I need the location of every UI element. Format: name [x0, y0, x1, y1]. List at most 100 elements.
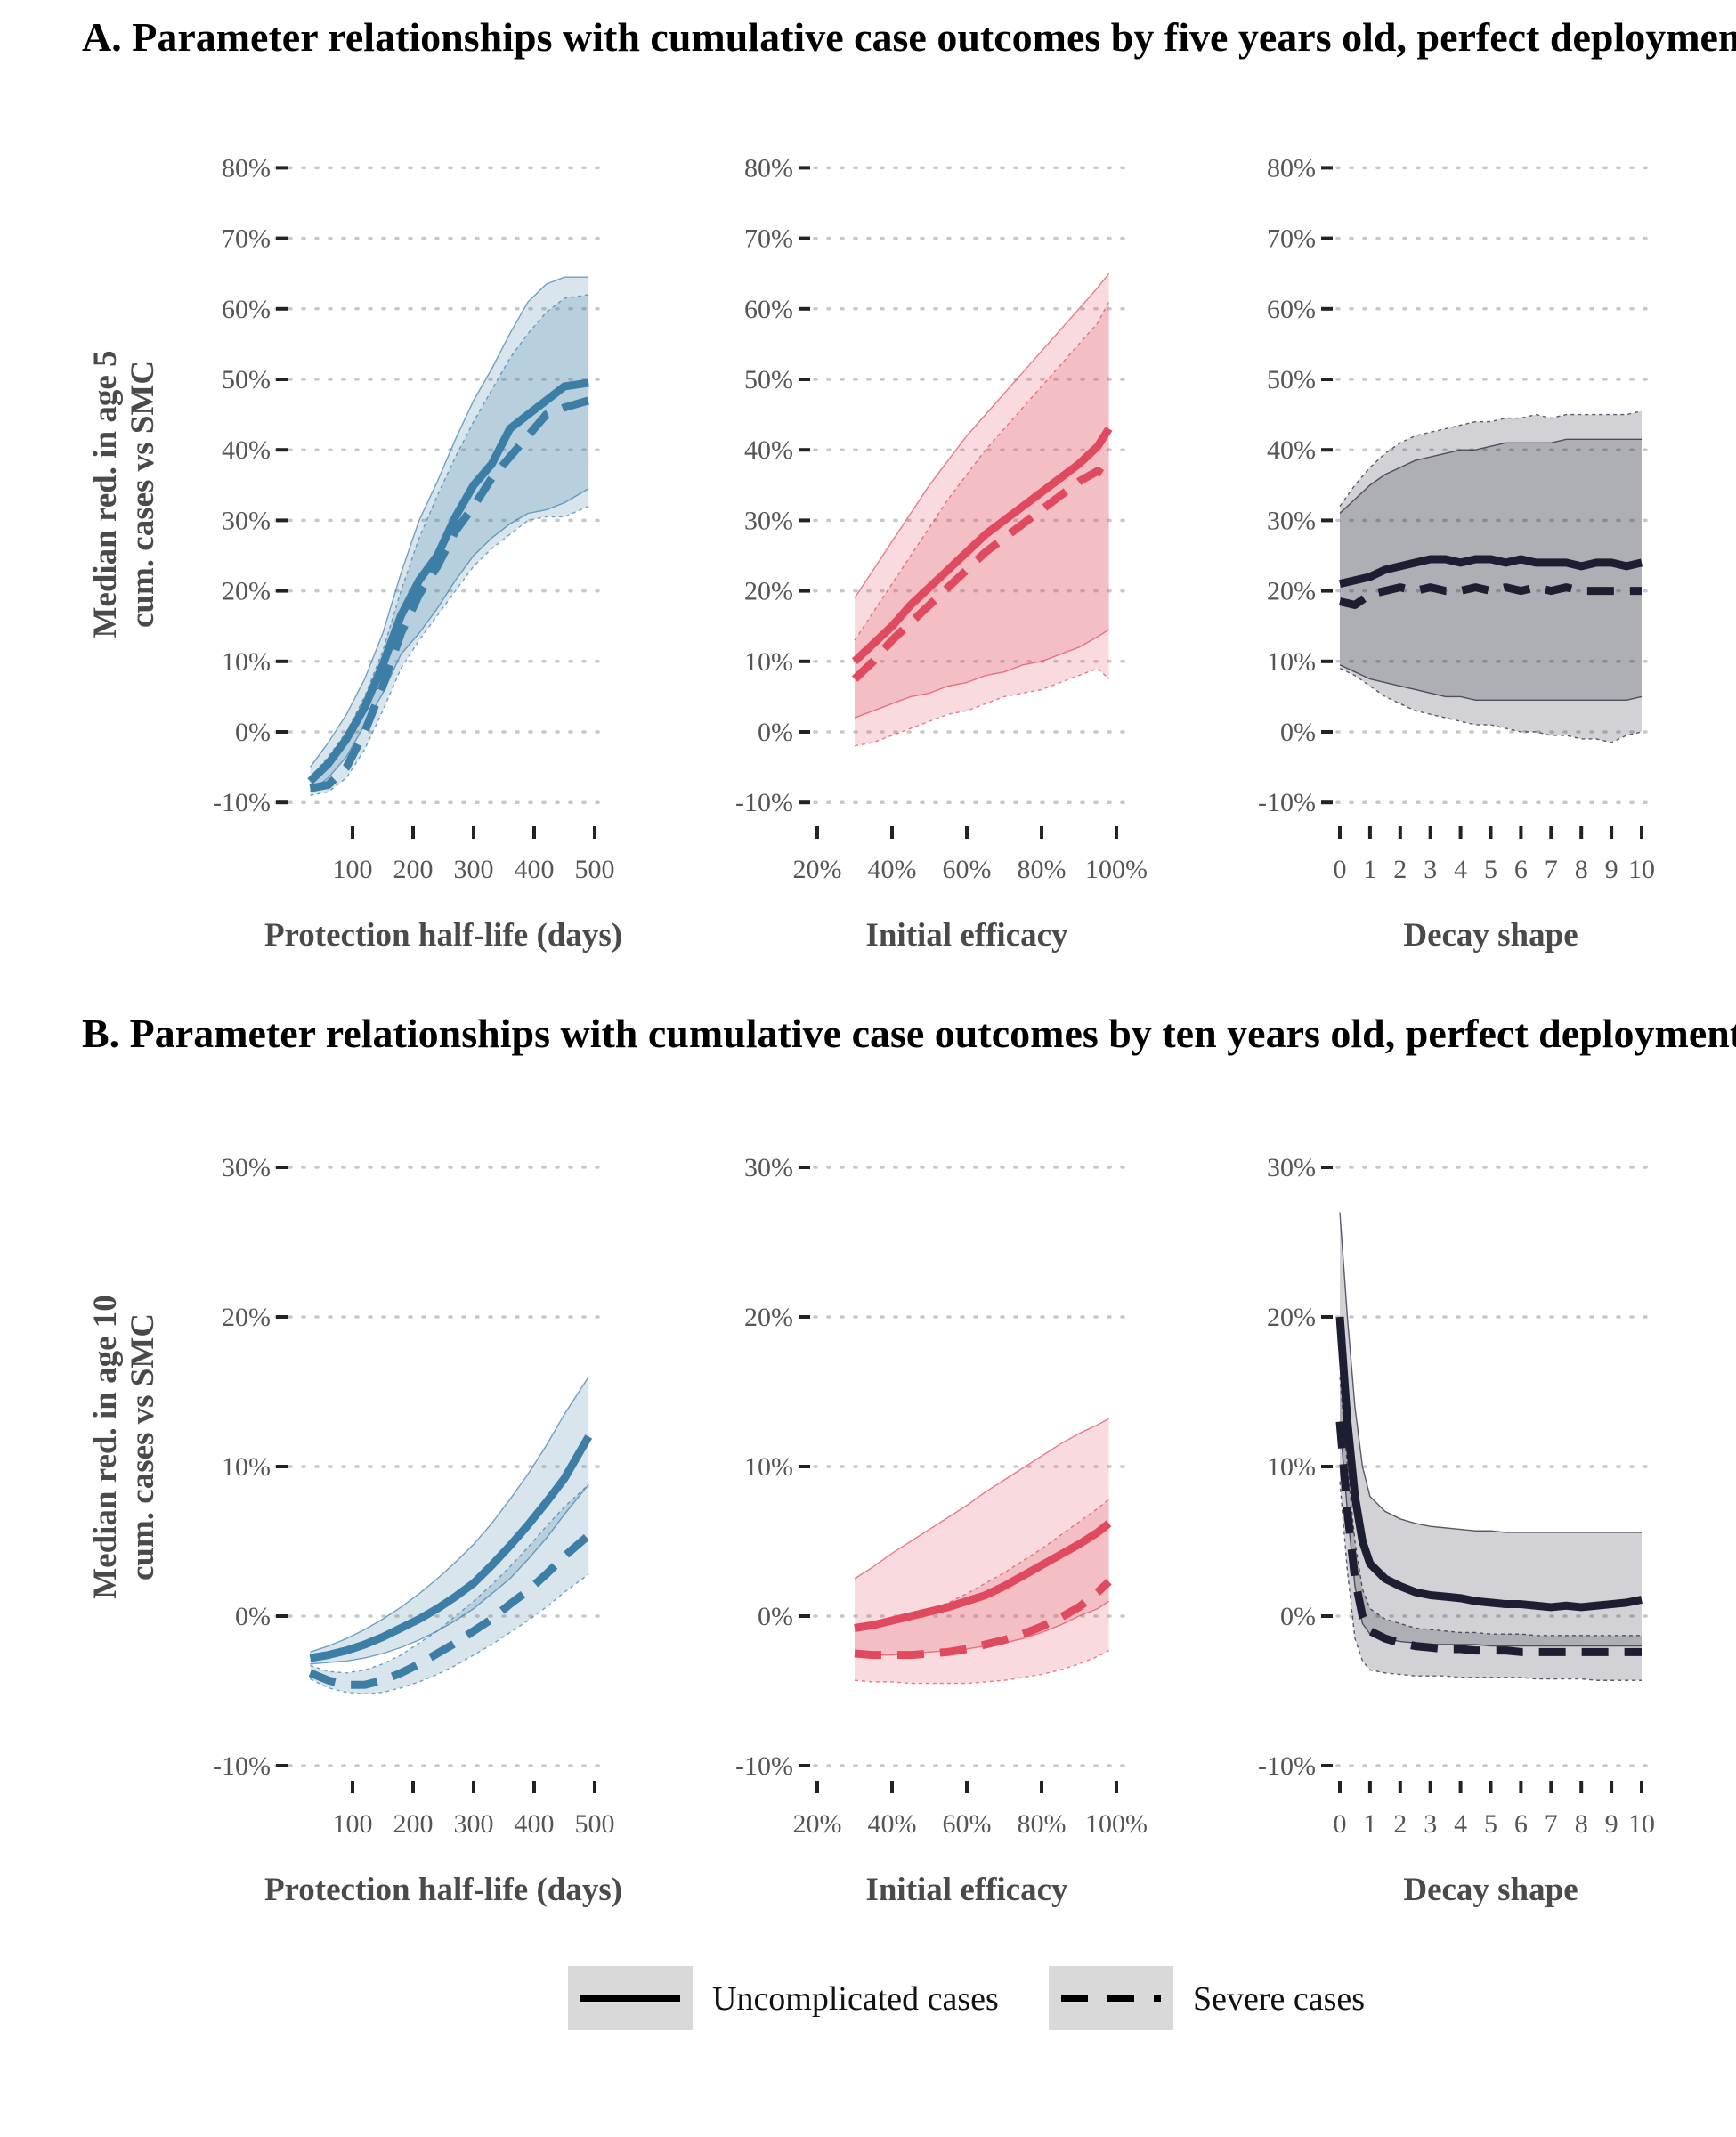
- x-axis-title: Decay shape: [1403, 1872, 1578, 1908]
- band-upper-edge: [854, 1418, 1109, 1580]
- band-lower-edge: [854, 1650, 1109, 1685]
- chart-a2: -10% 0% 10% 20% 30% 40% 50% 60% 70% 80% 20% 40% 60% 8…: [735, 153, 1148, 954]
- x-axis-title: Decay shape: [1403, 917, 1578, 954]
- band-lower-edge: [854, 629, 1109, 719]
- y-tick-label: -10%: [735, 1751, 793, 1781]
- x-tick-label: 300: [454, 1809, 494, 1839]
- panel-b-ylabel-line2: cum. cases vs SMC: [125, 1313, 161, 1580]
- y-tick-label: 20%: [1267, 1303, 1316, 1332]
- x-tick-label: 2: [1393, 855, 1407, 884]
- x-tick-label: 3: [1424, 855, 1437, 884]
- panel-b-y-axis-title: Median red. in age 10 cum. cases vs SMC: [87, 1295, 161, 1599]
- y-tick-label: 30%: [744, 1153, 793, 1182]
- legend-label-severe: Severe cases: [1193, 1980, 1365, 2018]
- median-line-uncomplicated: [854, 1520, 1112, 1632]
- uncertainty-band-severe: [310, 1484, 589, 1694]
- y-tick-label: 20%: [1267, 577, 1316, 606]
- chart-panels: -10%0%10%20%30%40%50%60%70%80%100 200 300 4…: [213, 153, 1655, 1908]
- band-lower-edge: [309, 488, 589, 792]
- median-line-uncomplicated: [851, 427, 1113, 665]
- median-line-severe: [1335, 1421, 1642, 1656]
- y-tick-label: 30%: [222, 506, 271, 535]
- x-axis-title: Initial efficacy: [865, 917, 1068, 954]
- y-tick-label: 40%: [222, 435, 271, 465]
- uncertainty-band-uncomplicated: [855, 1418, 1109, 1655]
- x-tick-label: 3: [1424, 1809, 1437, 1839]
- y-tick-label: 10%: [1267, 1452, 1316, 1482]
- x-tick-label: 200: [393, 1809, 434, 1839]
- x-tick-label: 9: [1605, 1809, 1618, 1839]
- median-line-severe: [851, 467, 1111, 682]
- x-tick-label: 4: [1454, 855, 1467, 884]
- chart-b3: -10% 0% 10% 20% 30% 0 1 2 3 4 5 6 7 8 9 10 Decay shape: [1258, 1153, 1655, 1908]
- band-upper-edge: [1339, 438, 1642, 514]
- median-line-uncomplicated: [307, 378, 589, 784]
- chart-b1: -10% 0% 10% 20% 30% 100 200 300 400 500 Protection…: [213, 1153, 622, 1908]
- band-lower-edge: [1339, 1481, 1642, 1681]
- band-lower-edge: [310, 505, 589, 796]
- band-upper-edge: [309, 294, 589, 778]
- x-tick-label: 500: [575, 855, 615, 884]
- x-axis-title: Initial efficacy: [865, 1872, 1068, 1908]
- x-tick-label: 100: [333, 1809, 373, 1839]
- median-line-uncomplicated: [1338, 555, 1643, 589]
- panel-b-ylabel-line1: Median red. in age 10: [87, 1295, 124, 1599]
- panel-a-ylabel-line2: cum. cases vs SMC: [125, 361, 161, 628]
- x-tick-label: 400: [515, 855, 555, 884]
- y-tick-label: 50%: [1267, 365, 1316, 394]
- x-tick-label: 20%: [793, 1809, 842, 1839]
- chart-a1: -10% 0% 10% 20% 30% 40% 50% 60% 70% 80% 100 200 300 4…: [213, 153, 622, 954]
- y-tick-label: 70%: [222, 224, 271, 254]
- y-tick-label: -10%: [1258, 788, 1316, 817]
- panel-a-title: A. Parameter relationships with cumulati…: [82, 14, 1736, 60]
- y-tick-label: 0%: [758, 718, 793, 747]
- panel-b-title: B. Parameter relationships with cumulati…: [82, 1011, 1736, 1056]
- x-tick-label: 0: [1334, 1809, 1347, 1839]
- band-upper-edge: [310, 1376, 589, 1653]
- x-tick-label: 6: [1514, 1809, 1528, 1839]
- x-tick-label: 60%: [943, 855, 992, 884]
- y-tick-label: 60%: [222, 295, 271, 324]
- median-line-severe: [1338, 583, 1642, 609]
- y-tick-label: 10%: [222, 1452, 271, 1482]
- uncertainty-band-severe: [855, 1499, 1109, 1684]
- y-tick-label: 20%: [744, 577, 793, 606]
- median-line-uncomplicated: [309, 1434, 593, 1662]
- x-tick-label: 6: [1514, 855, 1528, 884]
- y-tick-label: 50%: [222, 365, 271, 394]
- y-tick-label: 30%: [1267, 1153, 1316, 1182]
- band-upper-edge: [854, 301, 1110, 641]
- band-upper-edge: [309, 276, 589, 768]
- y-tick-label: 10%: [744, 647, 793, 677]
- y-tick-label: 30%: [1267, 506, 1316, 535]
- y-tick-label: 80%: [1267, 153, 1316, 183]
- y-tick-label: -10%: [1258, 1751, 1316, 1781]
- y-tick-label: 0%: [235, 1602, 271, 1631]
- x-tick-label: 300: [454, 855, 494, 884]
- x-tick-label: 5: [1484, 1809, 1497, 1839]
- y-tick-label: 70%: [744, 224, 793, 254]
- x-tick-label: 4: [1454, 1809, 1467, 1839]
- uncertainty-band-uncomplicated: [855, 273, 1109, 719]
- y-tick-label: 20%: [222, 1303, 271, 1332]
- band-lower-edge: [1339, 1421, 1642, 1647]
- y-tick-label: -10%: [735, 788, 793, 817]
- median-line-severe: [308, 1532, 592, 1689]
- y-tick-label: -10%: [213, 788, 271, 817]
- x-tick-label: 60%: [943, 1809, 992, 1839]
- x-tick-label: 200: [393, 855, 434, 884]
- band-lower-edge: [1339, 668, 1643, 743]
- y-tick-label: 50%: [744, 365, 793, 394]
- x-tick-label: 7: [1545, 855, 1558, 884]
- x-axis-title: Protection half-life (days): [264, 917, 622, 954]
- y-tick-label: 0%: [1280, 1602, 1316, 1631]
- x-tick-label: 100: [333, 855, 373, 884]
- x-tick-label: 2: [1393, 1809, 1407, 1839]
- x-tick-label: 40%: [868, 855, 917, 884]
- y-tick-label: 20%: [744, 1303, 793, 1332]
- legend-label-uncomplicated: Uncomplicated cases: [712, 1980, 999, 2018]
- band-upper-edge: [854, 272, 1110, 598]
- y-tick-label: 10%: [1267, 647, 1316, 677]
- x-tick-label: 20%: [793, 855, 842, 884]
